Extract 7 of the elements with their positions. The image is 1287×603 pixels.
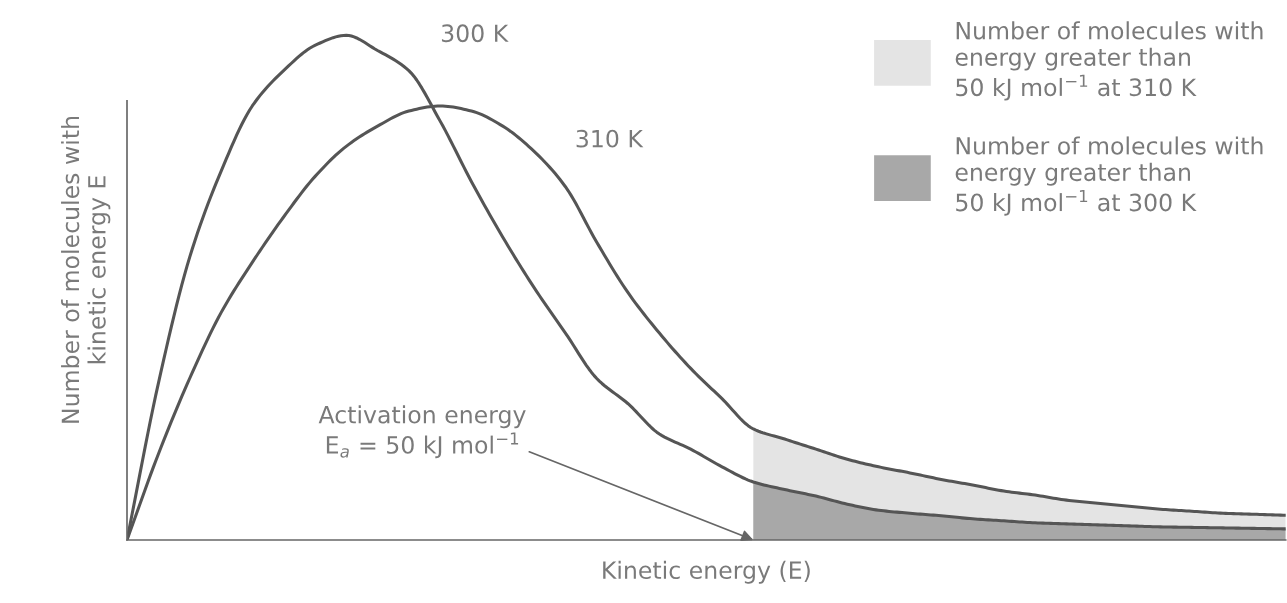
legend-label: Number of molecules with energy greater than 50 kJ mol$^{−1}$ at 300 K — [955, 136, 1263, 216]
annotation: Activation energy E$_{a}$ = 50 kJ mol$^{−1}$ — [318, 405, 526, 459]
series-label: 310 K — [576, 129, 644, 148]
legend-label: Number of molecules with energy greater than 50 kJ mol$^{−1}$ at 310 K — [955, 21, 1263, 101]
x-axis-title: Kinetic energy (E) — [603, 560, 810, 584]
y-axis-title: Number of molecules with kinetic energy E — [61, 116, 111, 423]
series-label: 300 K — [441, 24, 509, 43]
